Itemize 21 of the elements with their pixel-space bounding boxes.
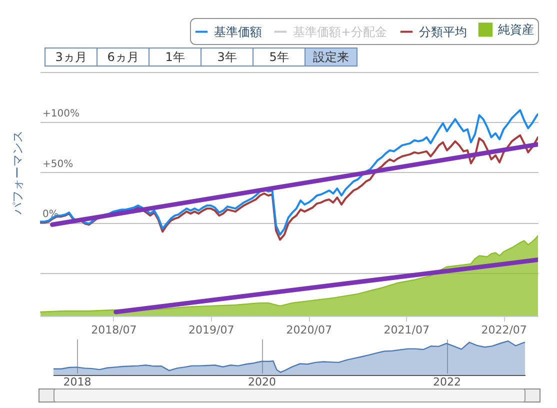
legend-label: 分類平均 (419, 24, 467, 39)
y-tick-label: +50% (42, 158, 74, 170)
text: 3年 (217, 50, 237, 64)
x-tick-label: 2020 (248, 376, 276, 388)
x-tick-label: 2021/07 (384, 324, 430, 336)
text: 1年 (165, 50, 185, 64)
text: 設定来 (313, 50, 349, 64)
y-tick-label: +100% (42, 108, 80, 120)
x-tick-label: 2019/07 (188, 324, 234, 336)
x-tick-label: 2018/07 (91, 324, 137, 336)
text: 6ヵ月 (107, 50, 139, 64)
x-tick-label: 2022/07 (481, 324, 527, 336)
y-axis-title: パフォーマンス (10, 130, 24, 216)
legend-label: 基準価額+分配金 (293, 24, 388, 39)
legend-label: 純資産 (498, 22, 534, 37)
text: 3ヵ月 (55, 50, 87, 64)
legend-label: 基準価額 (214, 24, 262, 39)
x-tick-label: 2020/07 (286, 324, 332, 336)
text: 5年 (269, 50, 289, 64)
x-tick-label: 2018 (63, 376, 92, 388)
x-tick-label: 2022 (433, 376, 462, 388)
